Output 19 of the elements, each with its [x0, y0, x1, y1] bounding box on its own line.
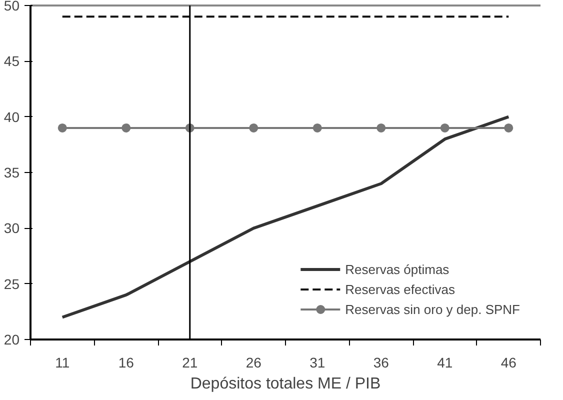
y-tick-label: 30: [4, 220, 20, 236]
x-tick-label: 36: [373, 354, 390, 370]
legend-label: Reservas óptimas: [345, 262, 450, 276]
y-tick-label: 20: [4, 332, 20, 348]
x-tick-label: 41: [437, 354, 453, 370]
y-tick-label: 50: [4, 0, 20, 14]
y-tick-label: 45: [4, 53, 20, 70]
x-tick-label: 11: [55, 354, 70, 370]
legend-label: Reservas efectivas: [345, 282, 455, 296]
x-axis-title: Depósitos totales ME / PIB: [190, 376, 381, 392]
x-tick-label: 31: [310, 354, 326, 370]
y-tick-label: 35: [4, 164, 20, 180]
x-tick-label: 16: [118, 354, 134, 370]
legend-label: Reservas sin oro y dep. SPNF: [345, 302, 520, 316]
y-tick-label: 25: [4, 276, 20, 292]
y-tick-label: 40: [4, 108, 20, 125]
x-tick-label: 21: [182, 354, 198, 370]
x-tick-label: 46: [500, 354, 517, 370]
x-tick-label: 26: [246, 354, 262, 370]
